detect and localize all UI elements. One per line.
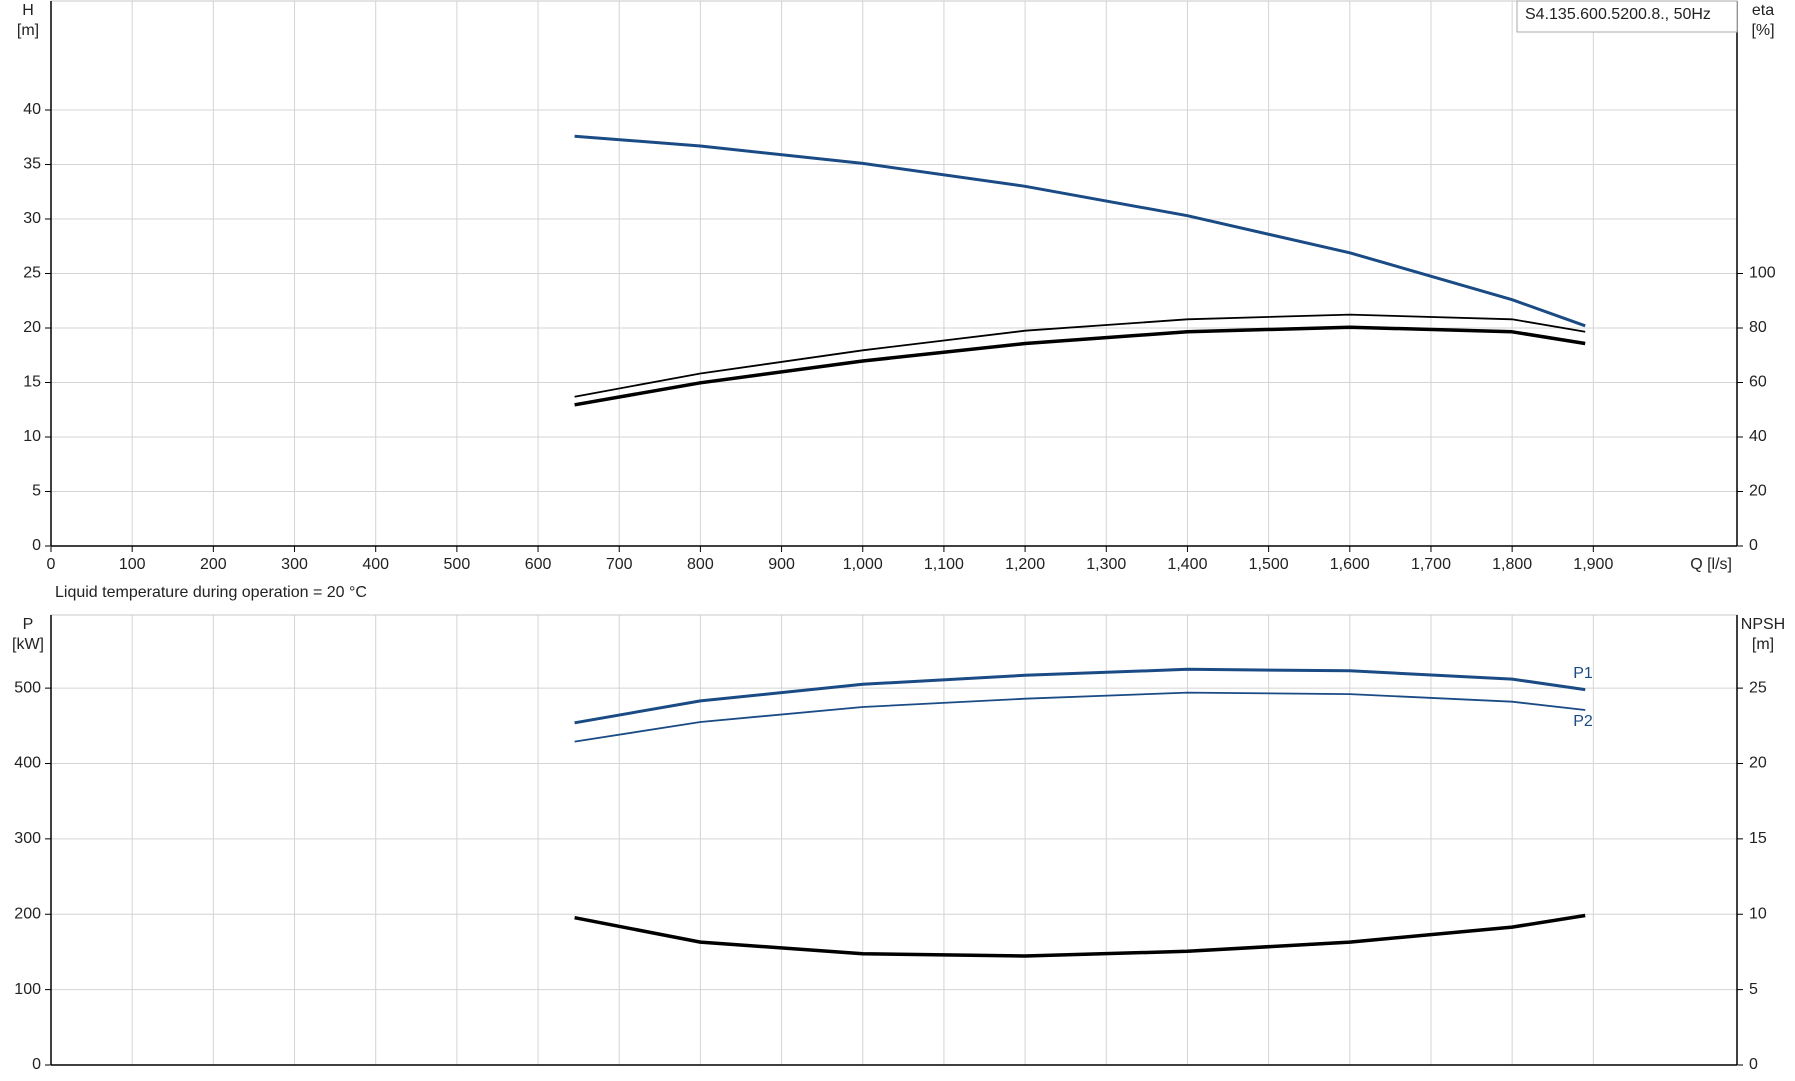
y2-axis-label: eta: [1752, 2, 1774, 19]
x-tick-label: 900: [768, 556, 795, 573]
y2-axis-label: NPSH: [1741, 616, 1785, 633]
y-tick-label: 20: [23, 319, 41, 336]
x-tick-label: 1,800: [1492, 556, 1532, 573]
x-tick-label: 1,400: [1167, 556, 1207, 573]
y2-tick-label: 40: [1749, 428, 1767, 445]
x-tick-label: 1,900: [1573, 556, 1613, 573]
y2-tick-label: 0: [1749, 1056, 1758, 1073]
y-tick-label: 300: [14, 830, 41, 847]
series-label: P1: [1573, 665, 1593, 682]
annotation: Liquid temperature during operation = 20…: [55, 584, 367, 601]
x-tick-label: 700: [606, 556, 633, 573]
y-tick-label: 35: [23, 156, 41, 173]
y2-tick-label: 20: [1749, 483, 1767, 500]
x-tick-label: 1,700: [1411, 556, 1451, 573]
x-tick-label: 1,300: [1086, 556, 1126, 573]
x-tick-label: 1,100: [924, 556, 964, 573]
series-line: [574, 313, 1586, 398]
series-label: P2: [1573, 713, 1593, 730]
y-tick-label: 200: [14, 905, 41, 922]
y2-axis-unit: [%]: [1751, 22, 1774, 39]
y-tick-label: 0: [32, 537, 41, 554]
y-axis-label: H: [22, 2, 34, 19]
y-tick-label: 10: [23, 428, 41, 445]
y-tick-label: 500: [14, 679, 41, 696]
y2-tick-label: 100: [1749, 265, 1776, 282]
series-line: [574, 691, 1586, 743]
y-axis-unit: [m]: [17, 22, 39, 39]
y-tick-label: 5: [32, 483, 41, 500]
y-axis-unit: [kW]: [12, 636, 44, 653]
y-tick-label: 15: [23, 374, 41, 391]
y2-tick-label: 80: [1749, 319, 1767, 336]
x-tick-label: 200: [200, 556, 227, 573]
x-tick-label: 400: [362, 556, 389, 573]
x-tick-label: 600: [525, 556, 552, 573]
y-tick-label: 30: [23, 210, 41, 227]
y-axis-label: P: [23, 616, 34, 633]
y2-tick-label: 10: [1749, 905, 1767, 922]
y2-tick-label: 25: [1749, 679, 1767, 696]
series-line: [574, 667, 1586, 725]
title-box: [1516, 0, 1738, 33]
y2-tick-label: 0: [1749, 537, 1758, 554]
x-tick-label: 1,500: [1249, 556, 1289, 573]
x-tick-label: 1,600: [1330, 556, 1370, 573]
chart-title: S4.135.600.5200.8., 50Hz: [1525, 6, 1711, 23]
y2-axis-unit: [m]: [1752, 636, 1774, 653]
y2-tick-label: 20: [1749, 755, 1767, 772]
series-line: [574, 325, 1586, 407]
x-axis-label: Q [l/s]: [1690, 556, 1732, 573]
y2-tick-label: 5: [1749, 981, 1758, 998]
y-tick-label: 400: [14, 755, 41, 772]
x-tick-label: 500: [444, 556, 471, 573]
x-tick-label: 100: [119, 556, 146, 573]
y-tick-label: 40: [23, 101, 41, 118]
x-tick-label: 300: [281, 556, 308, 573]
x-tick-label: 1,000: [843, 556, 883, 573]
y2-tick-label: 15: [1749, 830, 1767, 847]
y-tick-label: 25: [23, 265, 41, 282]
series-line: [574, 913, 1586, 958]
x-tick-label: 800: [687, 556, 714, 573]
x-tick-label: 0: [47, 556, 56, 573]
y-tick-label: 100: [14, 981, 41, 998]
y2-tick-label: 60: [1749, 374, 1767, 391]
y-tick-label: 0: [32, 1056, 41, 1073]
x-tick-label: 1,200: [1005, 556, 1045, 573]
series-line: [574, 134, 1586, 328]
